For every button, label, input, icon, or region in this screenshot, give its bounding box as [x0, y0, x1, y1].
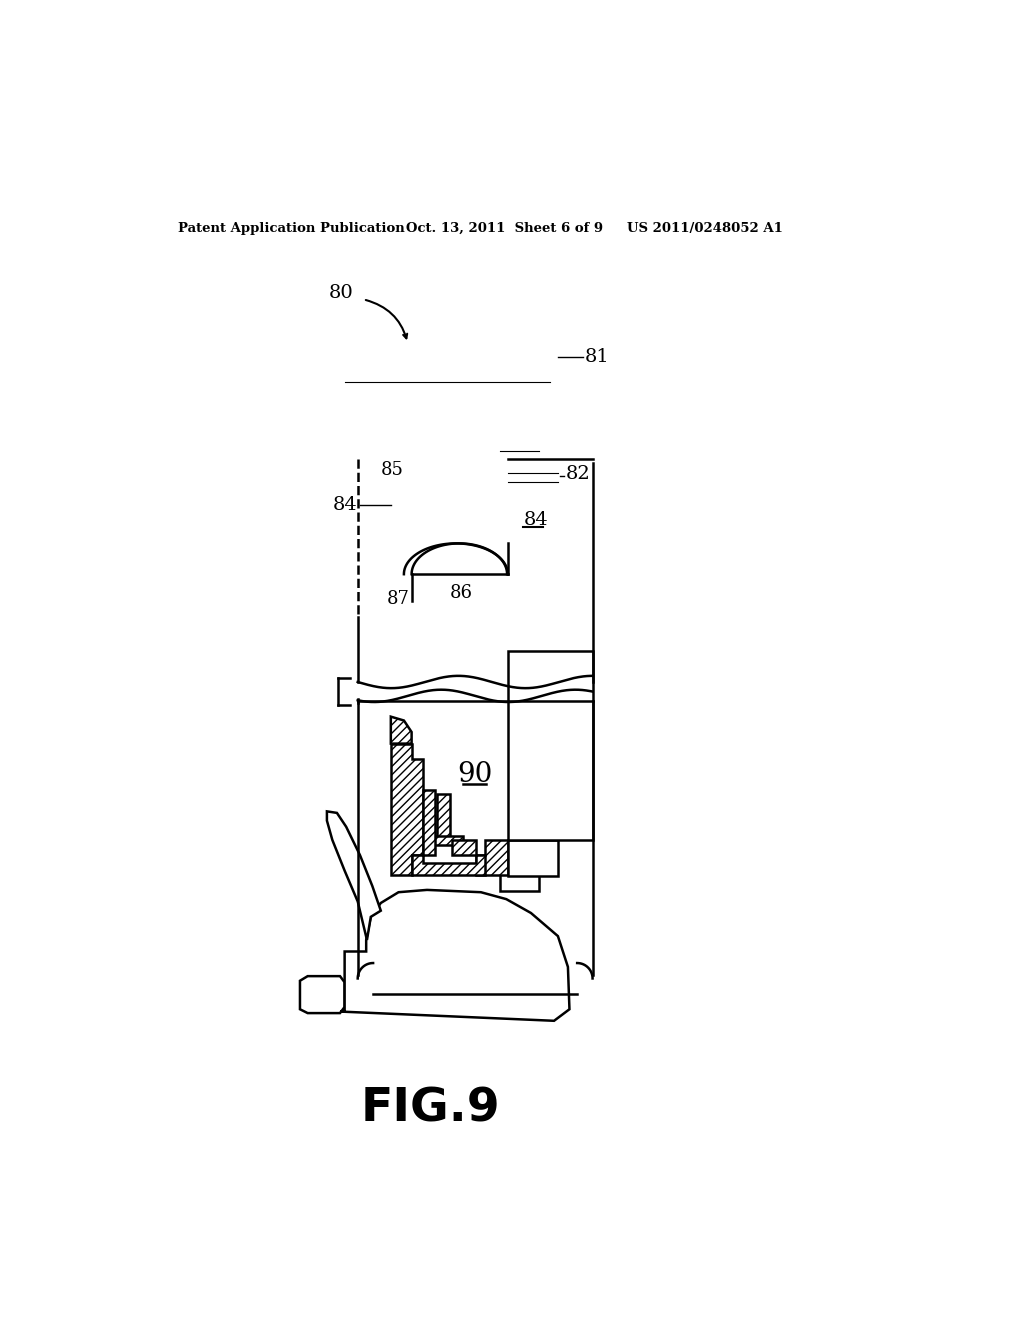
Text: 84: 84: [523, 511, 548, 529]
Polygon shape: [500, 871, 539, 891]
Text: 82: 82: [565, 465, 591, 483]
Polygon shape: [300, 977, 345, 1014]
Text: 90: 90: [457, 760, 493, 788]
Polygon shape: [508, 651, 593, 840]
Polygon shape: [475, 840, 508, 875]
Polygon shape: [508, 840, 558, 876]
Polygon shape: [391, 717, 412, 743]
Text: 81: 81: [585, 348, 609, 366]
Text: 84: 84: [333, 496, 357, 513]
Text: Oct. 13, 2011  Sheet 6 of 9: Oct. 13, 2011 Sheet 6 of 9: [407, 222, 603, 235]
Polygon shape: [423, 789, 435, 855]
Text: 87: 87: [386, 590, 410, 607]
Text: 85: 85: [381, 461, 403, 479]
Polygon shape: [437, 793, 451, 843]
Text: 80: 80: [329, 284, 354, 302]
Polygon shape: [391, 743, 423, 875]
Text: US 2011/0248052 A1: US 2011/0248052 A1: [628, 222, 783, 235]
Polygon shape: [340, 890, 569, 1020]
Polygon shape: [412, 855, 484, 875]
Polygon shape: [327, 812, 381, 940]
Polygon shape: [425, 836, 463, 845]
Text: FIG.9: FIG.9: [361, 1086, 501, 1131]
Polygon shape: [453, 840, 475, 855]
Text: Patent Application Publication: Patent Application Publication: [178, 222, 406, 235]
Text: 86: 86: [451, 585, 473, 602]
